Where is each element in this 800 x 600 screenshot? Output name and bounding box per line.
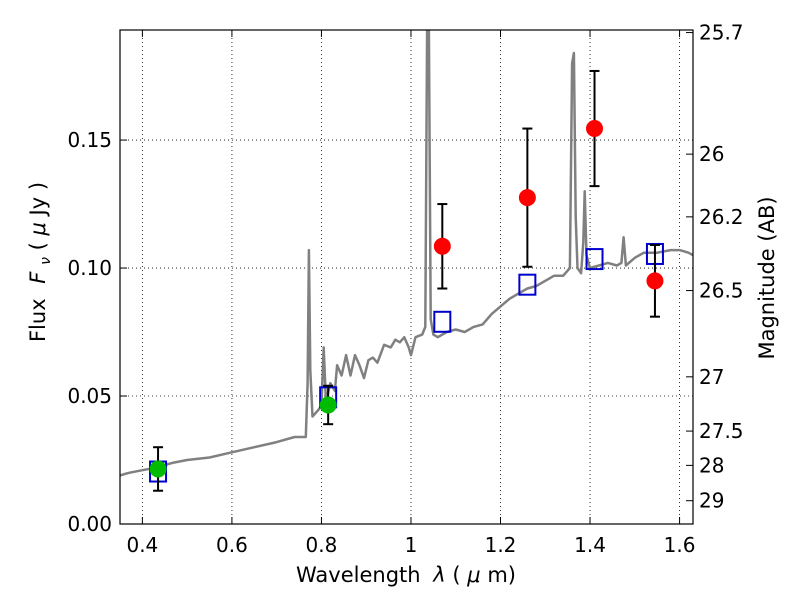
x-tick-label: 1 — [405, 533, 418, 557]
red-data-point — [586, 120, 604, 138]
y-axis-label: Flux F ν ( μ Jy ) — [26, 182, 55, 342]
model-square-marker — [518, 273, 537, 296]
x-tick-label: 1.6 — [664, 533, 696, 557]
axis-ticks: 0.4 0.6 0.8 1 1.2 1.4 1.6 0.00 0.05 0.10 0.15 25.7 2… — [67, 21, 743, 557]
y2-tick-label: 26.2 — [699, 205, 744, 229]
y2-tick-label: 26.5 — [699, 279, 744, 303]
model-square-marker — [433, 310, 452, 333]
y2-tick-label: 26 — [699, 142, 724, 166]
y-tick-label: 0.15 — [67, 128, 112, 152]
y2-tick-label: 27.5 — [699, 419, 744, 443]
y2-tick-label: 28 — [699, 453, 724, 477]
x-tick-label: 0.8 — [306, 533, 338, 557]
plot-frame — [119, 29, 694, 525]
red-data-point — [433, 237, 451, 255]
y-tick-label: 0.10 — [67, 256, 112, 280]
y2-tick-label: 27 — [699, 365, 724, 389]
y2-tick-label: 25.7 — [699, 21, 744, 45]
y2-tick-label: 29 — [699, 489, 724, 513]
model-square-marker — [585, 248, 604, 271]
x-tick-label: 0.6 — [216, 533, 248, 557]
x-tick-label: 1.4 — [574, 533, 606, 557]
x-axis-label: Wavelength λ ( μ m) — [296, 563, 516, 587]
y-tick-label: 0.00 — [67, 512, 112, 536]
green-data-point — [319, 396, 337, 414]
green-data-point — [149, 460, 167, 478]
red-data-point — [518, 189, 536, 207]
red-data-point — [646, 272, 664, 290]
y2-axis-label: Magnitude (AB) — [755, 196, 779, 359]
marker-layer — [149, 69, 664, 492]
x-tick-label: 0.4 — [126, 533, 158, 557]
x-tick-label: 1.2 — [485, 533, 517, 557]
y-tick-label: 0.05 — [67, 384, 112, 408]
